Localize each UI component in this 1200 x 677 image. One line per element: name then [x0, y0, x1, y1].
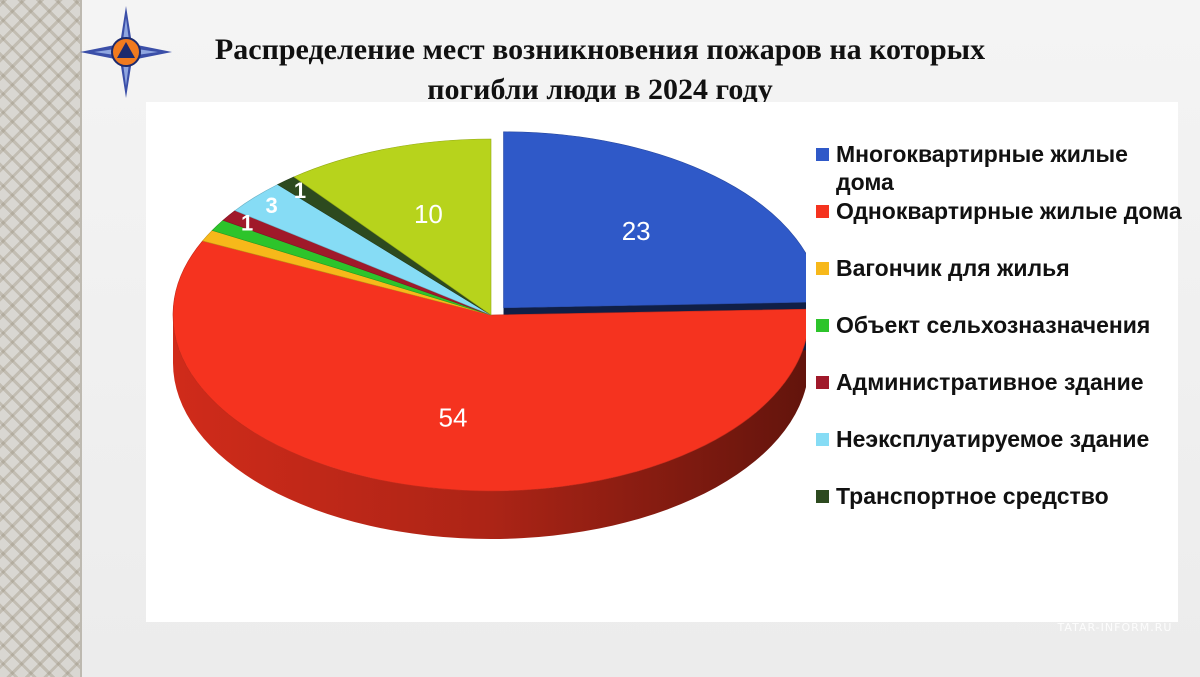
pie-data-label: 1 — [241, 210, 253, 235]
legend-item: Одноквартирные жилые дома — [816, 197, 1186, 225]
legend-label: Многоквартирные жилые дома — [836, 141, 1128, 195]
legend-item: Неэксплуатируемое здание — [816, 425, 1186, 453]
pie-data-label: 23 — [622, 216, 651, 246]
legend-label: Вагончик для жилья — [836, 255, 1070, 281]
legend-swatch — [816, 319, 829, 332]
legend-swatch — [816, 376, 829, 389]
pie-slice — [503, 131, 806, 309]
legend-swatch — [816, 433, 829, 446]
pie-data-label: 10 — [414, 199, 443, 229]
slide-title: Распределение мест возникновения пожаров… — [214, 33, 986, 106]
legend-label: Транспортное средство — [836, 483, 1109, 509]
legend-item: Вагончик для жилья — [816, 254, 1186, 282]
legend-item: Транспортное средство — [816, 482, 1186, 510]
pie-slice — [293, 138, 492, 316]
legend-swatch — [816, 490, 829, 503]
decorative-ornament-border — [0, 0, 82, 677]
chart-area: 23 54 1 3 1 10 — [146, 102, 1178, 622]
emergency-star-emblem-icon — [80, 6, 172, 98]
watermark-line: ТАТАР — [1059, 554, 1171, 589]
pie-data-label: 3 — [266, 193, 278, 218]
legend-label: Административное здание — [836, 369, 1144, 395]
legend-swatch — [816, 148, 829, 161]
pie-data-label: 54 — [439, 402, 468, 432]
pie-chart: 23 54 131 10 — [172, 131, 806, 539]
pie-slice-side — [173, 315, 806, 539]
legend-label: Одноквартирные жилые дома — [836, 198, 1182, 224]
watermark-url: TATAR-INFORM.RU — [1057, 621, 1173, 634]
watermark: ТАТАР ИНФОРМ TATAR-INFORM.RU — [1045, 555, 1185, 637]
legend-swatch — [816, 205, 829, 218]
watermark-line: ИНФОРМ — [1049, 589, 1181, 619]
legend-swatch — [816, 262, 829, 275]
legend-item: Административное здание — [816, 368, 1186, 396]
legend-item: Объект сельхозназначения — [816, 311, 1186, 339]
legend-label: Объект сельхозназначения — [836, 312, 1151, 338]
legend-item: Многоквартирные жилые дома — [816, 140, 1186, 196]
legend-label: Неэксплуатируемое здание — [836, 426, 1150, 452]
pie-slice — [172, 240, 806, 492]
pie-data-label: 1 — [294, 178, 306, 203]
